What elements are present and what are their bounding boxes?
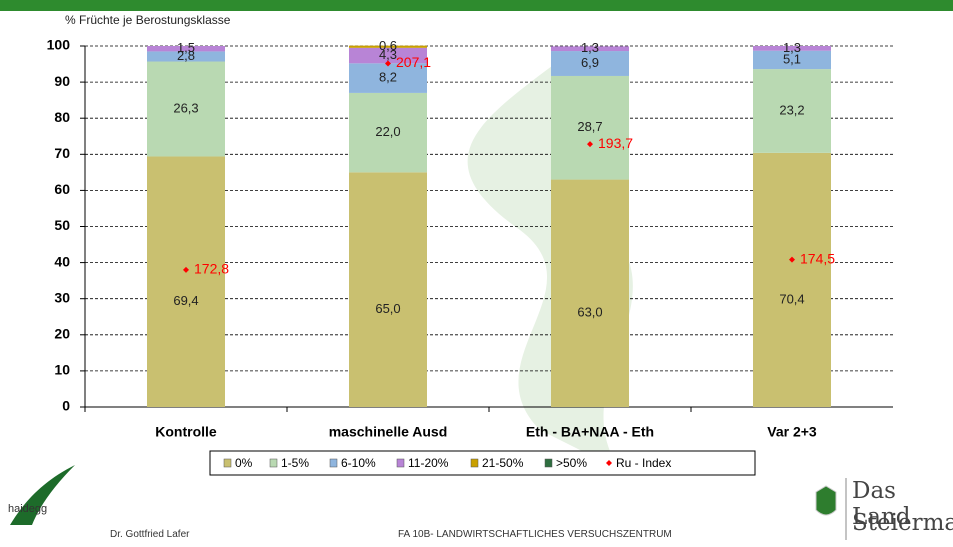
legend-swatch	[224, 459, 231, 467]
data-label: 207,1	[396, 54, 431, 70]
legend-label: >50%	[556, 456, 587, 470]
data-label: 193,7	[598, 135, 633, 151]
bar-segment	[753, 153, 831, 407]
legend-swatch	[545, 459, 552, 467]
legend-swatch	[471, 459, 478, 467]
bar-segment	[147, 156, 225, 407]
legend-label: 1-5%	[281, 456, 309, 470]
y-tick-label: 20	[54, 326, 70, 342]
data-label: 172,8	[194, 261, 229, 277]
page: % Früchte je Berostungsklasse 0 10 20 30 40 5…	[0, 0, 953, 547]
data-label: 22,0	[375, 124, 400, 139]
legend-swatch	[397, 459, 404, 467]
brand-line: Steiermark	[852, 510, 953, 536]
data-label: 1,3	[581, 40, 599, 55]
data-label: 174,5	[800, 250, 835, 266]
legend-label: Ru - Index	[616, 456, 671, 470]
y-tick-label: 100	[47, 37, 71, 53]
y-tick-label: 90	[54, 73, 70, 89]
data-label: 26,3	[173, 100, 198, 115]
data-label: 6,9	[581, 55, 599, 70]
legend-swatch	[330, 459, 337, 467]
data-label: 0,6	[379, 38, 397, 53]
y-tick-label: 50	[54, 217, 70, 233]
legend-label: 0%	[235, 456, 253, 470]
bar-segment	[551, 180, 629, 407]
chart: % Früchte je Berostungsklasse 0 10 20 30 40 5…	[0, 0, 953, 547]
x-tick-label: Var 2+3	[767, 424, 817, 440]
author: Dr. Gottfried Lafer	[110, 529, 189, 540]
crest	[816, 486, 836, 515]
institute: FA 10B- LANDWIRTSCHAFTLICHES VERSUCHSZEN…	[398, 529, 672, 540]
data-label: 69,4	[173, 293, 198, 308]
y-tick-label: 40	[54, 253, 70, 269]
legend-label: 6-10%	[341, 456, 376, 470]
data-label: 63,0	[577, 305, 602, 320]
data-label: 8,2	[379, 70, 397, 85]
legend-swatch	[270, 459, 277, 467]
bar-segment	[349, 172, 427, 407]
data-label: 23,2	[779, 102, 804, 117]
legend-label: 11-20%	[408, 456, 449, 470]
y-tick-label: 60	[54, 181, 70, 197]
legend-label: 21-50%	[482, 456, 524, 470]
y-tick-label: 0	[62, 398, 70, 414]
x-tick-label: maschinelle Ausd	[329, 424, 448, 440]
x-tick-label: Eth - BA+NAA - Eth	[526, 424, 654, 440]
y-tick-label: 80	[54, 109, 70, 125]
data-label: 70,4	[779, 291, 804, 306]
y-tick-label: 70	[54, 145, 70, 161]
data-label: 65,0	[375, 301, 400, 316]
y-tick-label: 10	[54, 362, 70, 378]
data-label: 1,3	[783, 40, 801, 55]
data-label: 28,7	[577, 119, 602, 134]
axis-title: % Früchte je Berostungsklasse	[65, 13, 231, 27]
data-label: 1,5	[177, 40, 195, 55]
y-tick-label: 30	[54, 289, 70, 305]
x-tick-label: Kontrolle	[155, 424, 217, 440]
logo-mark	[10, 465, 75, 525]
logo-text: haidegg	[8, 503, 47, 515]
